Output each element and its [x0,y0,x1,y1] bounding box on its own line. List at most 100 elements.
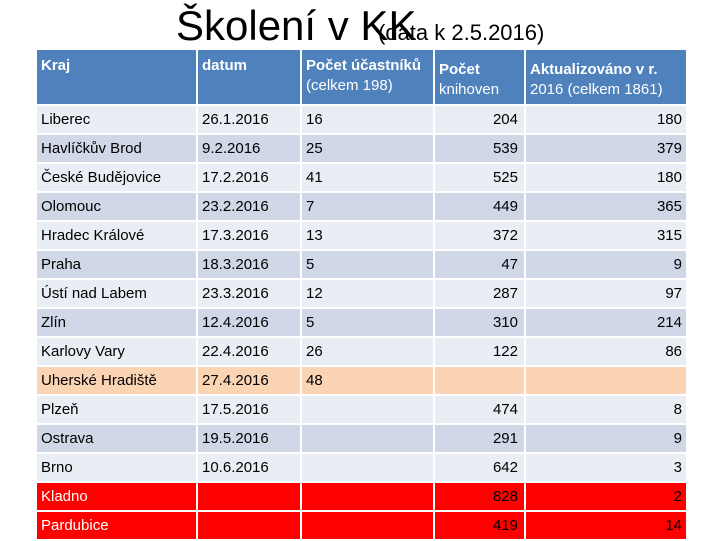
cell-datum: 26.1.2016 [197,105,302,135]
cell-knihoven [434,366,526,396]
cell-knihoven: 525 [434,163,526,193]
header-ucastniku: Počet účastníků (celkem 198) [301,50,435,106]
table-row: Zlín 12.4.2016 5 310 214 [37,308,688,338]
cell-knihoven: 419 [434,511,526,541]
cell-kraj: Plzeň [37,395,198,425]
cell-ucastniku: 16 [301,105,435,135]
training-table: Kraj datum Počet účastníků (celkem 198) … [37,50,688,541]
header-aktualizovano: Aktualizováno v r. 2016 (celkem 1861) [525,50,688,106]
cell-knihoven: 474 [434,395,526,425]
cell-kraj: České Budějovice [37,163,198,193]
header-datum: datum [197,50,302,106]
cell-knihoven: 287 [434,279,526,309]
header-ucastniku-line1: Počet účastníků [306,57,422,74]
cell-knihoven: 449 [434,192,526,222]
cell-knihoven: 310 [434,308,526,338]
table-row: Pardubice 419 14 [37,511,688,541]
table-row: Karlovy Vary 22.4.2016 26 122 86 [37,337,688,367]
cell-aktualizovano: 214 [525,308,688,338]
cell-knihoven: 47 [434,250,526,280]
header-aktualizovano-line1: Aktualizováno v r. [530,61,658,78]
cell-datum: 18.3.2016 [197,250,302,280]
cell-ucastniku [301,424,435,454]
cell-kraj: Ostrava [37,424,198,454]
cell-ucastniku: 41 [301,163,435,193]
cell-aktualizovano: 14 [525,511,688,541]
cell-knihoven: 539 [434,134,526,164]
table-row: Ostrava 19.5.2016 291 9 [37,424,688,454]
cell-datum: 17.5.2016 [197,395,302,425]
cell-aktualizovano: 3 [525,453,688,483]
cell-datum: 9.2.2016 [197,134,302,164]
cell-datum: 27.4.2016 [197,366,302,396]
cell-aktualizovano: 8 [525,395,688,425]
table-row: Ústí nad Labem 23.3.2016 12 287 97 [37,279,688,309]
slide-title: Školení v KK (data k 2.5.2016) [0,0,720,52]
cell-datum: 12.4.2016 [197,308,302,338]
cell-kraj: Zlín [37,308,198,338]
cell-datum: 17.2.2016 [197,163,302,193]
cell-kraj: Karlovy Vary [37,337,198,367]
cell-ucastniku [301,453,435,483]
table-row: Liberec 26.1.2016 16 204 180 [37,105,688,135]
cell-aktualizovano: 9 [525,424,688,454]
cell-datum: 17.3.2016 [197,221,302,251]
cell-datum [197,482,302,512]
cell-knihoven: 372 [434,221,526,251]
cell-datum: 19.5.2016 [197,424,302,454]
cell-ucastniku: 5 [301,250,435,280]
cell-ucastniku: 13 [301,221,435,251]
cell-aktualizovano: 86 [525,337,688,367]
cell-ucastniku: 26 [301,337,435,367]
table-row: Havlíčkův Brod 9.2.2016 25 539 379 [37,134,688,164]
header-knihoven: Počet knihoven [434,50,526,106]
cell-aktualizovano: 180 [525,105,688,135]
cell-ucastniku: 5 [301,308,435,338]
cell-knihoven: 291 [434,424,526,454]
cell-kraj: Uherské Hradiště [37,366,198,396]
cell-ucastniku: 12 [301,279,435,309]
cell-datum [197,511,302,541]
cell-kraj: Havlíčkův Brod [37,134,198,164]
cell-ucastniku: 25 [301,134,435,164]
cell-kraj: Olomouc [37,192,198,222]
cell-knihoven: 122 [434,337,526,367]
cell-ucastniku: 7 [301,192,435,222]
table-row: Brno 10.6.2016 642 3 [37,453,688,483]
header-knihoven-line2: knihoven [439,81,500,98]
cell-knihoven: 204 [434,105,526,135]
table-row: Hradec Králové 17.3.2016 13 372 315 [37,221,688,251]
table-row: Praha 18.3.2016 5 47 9 [37,250,688,280]
header-knihoven-line1: Počet [439,61,480,78]
cell-aktualizovano: 379 [525,134,688,164]
cell-aktualizovano: 180 [525,163,688,193]
cell-knihoven: 642 [434,453,526,483]
cell-kraj: Liberec [37,105,198,135]
cell-aktualizovano: 365 [525,192,688,222]
cell-datum: 23.2.2016 [197,192,302,222]
cell-datum: 22.4.2016 [197,337,302,367]
cell-datum: 10.6.2016 [197,453,302,483]
header-kraj: Kraj [37,50,198,106]
cell-knihoven: 828 [434,482,526,512]
cell-datum: 23.3.2016 [197,279,302,309]
cell-aktualizovano: 315 [525,221,688,251]
cell-kraj: Kladno [37,482,198,512]
cell-kraj: Brno [37,453,198,483]
cell-kraj: Hradec Králové [37,221,198,251]
table-row: Olomouc 23.2.2016 7 449 365 [37,192,688,222]
table-row: České Budějovice 17.2.2016 41 525 180 [37,163,688,193]
table-header-row: Kraj datum Počet účastníků (celkem 198) … [37,50,688,106]
cell-aktualizovano: 97 [525,279,688,309]
cell-kraj: Pardubice [37,511,198,541]
table-row: Plzeň 17.5.2016 474 8 [37,395,688,425]
cell-aktualizovano [525,366,688,396]
cell-ucastniku [301,482,435,512]
cell-kraj: Ústí nad Labem [37,279,198,309]
cell-kraj: Praha [37,250,198,280]
header-ucastniku-line2: (celkem 198) [306,77,393,94]
cell-aktualizovano: 2 [525,482,688,512]
cell-ucastniku [301,395,435,425]
cell-ucastniku [301,511,435,541]
header-aktualizovano-line2: 2016 (celkem 1861) [530,81,663,98]
